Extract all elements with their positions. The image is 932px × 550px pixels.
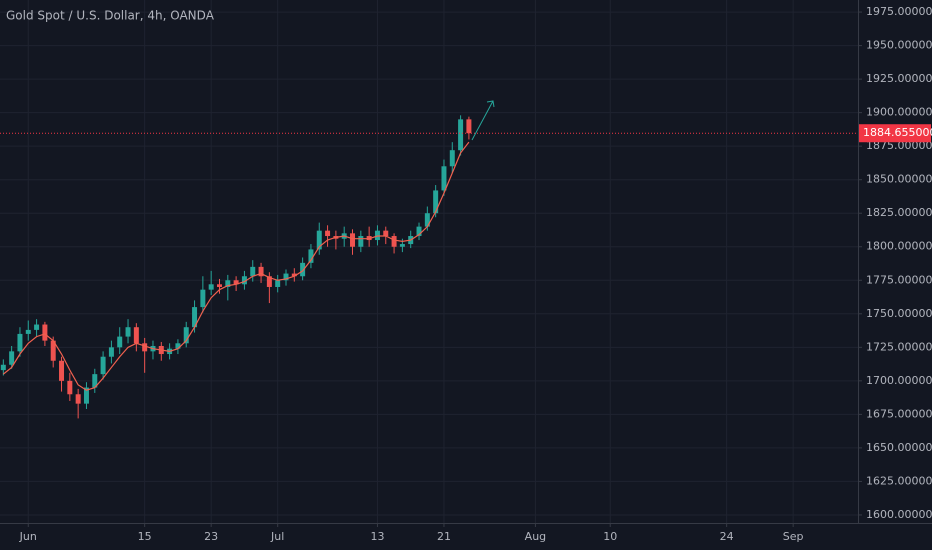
candle-body (216, 284, 222, 287)
x-tick-label: Aug (525, 530, 546, 543)
candle-body (266, 276, 272, 287)
candle-body (250, 266, 256, 277)
candle-body (59, 360, 65, 381)
y-tick-label: 1975.000000000 (866, 5, 932, 18)
candle-body (108, 347, 114, 357)
candle-body (125, 327, 131, 337)
candle-body (183, 327, 189, 344)
y-tick-label: 1750.000000000 (866, 307, 932, 320)
candle-body (325, 230, 331, 237)
candle-body (416, 226, 422, 237)
candle-body (233, 280, 239, 285)
y-tick-label: 1825.000000000 (866, 206, 932, 219)
x-tick-label: Jun (19, 530, 37, 543)
candle-body (441, 166, 447, 191)
x-tick-label: Jul (270, 530, 284, 543)
candle-body (308, 249, 314, 263)
y-tick-label: 1675.000000000 (866, 407, 932, 420)
candle-body (366, 236, 372, 241)
y-tick-label: 1900.000000000 (866, 106, 932, 119)
candle-body (399, 244, 405, 247)
candle-body (316, 230, 322, 250)
candle-body (200, 289, 206, 308)
y-tick-label: 1800.000000000 (866, 240, 932, 253)
y-tick-label: 1950.000000000 (866, 39, 932, 52)
candle-body (67, 380, 73, 395)
candle-body (50, 340, 56, 361)
candle-body (350, 233, 356, 247)
moving-average (2, 141, 470, 391)
candle-body (42, 324, 48, 341)
candle-body (275, 280, 281, 287)
candle-body (92, 374, 98, 388)
x-tick-label: 23 (204, 530, 218, 543)
candle-body (458, 119, 464, 151)
candle-body (0, 364, 6, 371)
candle-body (117, 336, 123, 348)
candle-body (225, 280, 231, 287)
candle-body (241, 276, 247, 285)
y-tick-label: 1625.000000000 (866, 474, 932, 487)
candle-body (75, 394, 81, 404)
candle-body (208, 284, 214, 290)
y-tick-label: 1850.000000000 (866, 173, 932, 186)
candle-body (34, 324, 40, 330)
candle-body (358, 236, 364, 247)
drawn-arrow (471, 100, 495, 141)
y-tick-label: 1600.000000000 (866, 508, 932, 521)
candle-body (466, 119, 472, 134)
y-tick-label: 1925.000000000 (866, 72, 932, 85)
x-tick-label: 13 (370, 530, 384, 543)
y-tick-label: 1725.000000000 (866, 340, 932, 353)
candle-body (433, 190, 439, 214)
last-price-label: 1884.655000000 (863, 126, 932, 139)
labels: 1600.000000000 1625.000000000 1650.0000000… (19, 5, 932, 543)
y-tick-label: 1650.000000000 (866, 441, 932, 454)
candle-body (291, 273, 297, 277)
candle-body (258, 266, 264, 277)
y-tick-label: 1875.000000000 (866, 139, 932, 152)
last-price-badge (859, 124, 931, 143)
candle-body (192, 307, 198, 328)
candle-body (300, 262, 306, 277)
y-tick-label: 1700.000000000 (866, 374, 932, 387)
candle-body (283, 273, 289, 281)
candle-body (133, 327, 139, 344)
x-tick-label: 15 (138, 530, 152, 543)
candle-body (83, 387, 89, 404)
chart-title: Gold Spot / U.S. Dollar, 4h, OANDA (6, 9, 215, 23)
candle-body (424, 213, 430, 227)
candle-body (142, 343, 148, 352)
x-tick-label: Sep (783, 530, 804, 543)
candle-body (9, 351, 15, 365)
candle-body (374, 230, 380, 241)
candle-body (449, 150, 455, 167)
marks (0, 115, 858, 419)
candle-body (25, 329, 31, 334)
x-tick-label: 24 (720, 530, 734, 543)
candle-body (391, 236, 397, 247)
x-tick-label: 21 (437, 530, 451, 543)
candle-body (17, 333, 23, 352)
candle-body (383, 230, 389, 237)
x-tick-label: 10 (603, 530, 617, 543)
candle-body (175, 343, 181, 349)
candle-body (100, 356, 106, 375)
y-tick-label: 1775.000000000 (866, 273, 932, 286)
